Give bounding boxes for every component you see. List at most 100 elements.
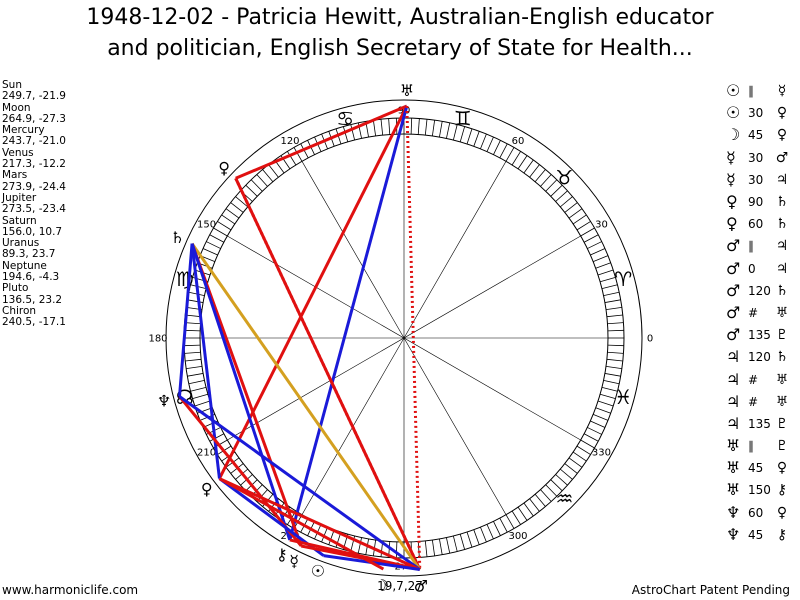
aspect-planet-1-glyph: ☽: [726, 125, 741, 145]
degree-tick: [576, 445, 591, 455]
chart-title-line-2: and politician, English Secretary of Sta…: [107, 36, 693, 61]
degree-tick: [446, 537, 451, 554]
aspect-type: 135: [748, 416, 771, 431]
degree-tick: [206, 241, 221, 249]
degree-label: 60: [512, 136, 525, 147]
degree-tick: [550, 479, 563, 492]
degree-tick: [439, 538, 443, 555]
degree-tick: [424, 119, 428, 136]
aspect-row: ♆ 45 ⚷: [726, 524, 800, 546]
degree-tick: [505, 147, 515, 162]
degree-tick: [452, 124, 458, 141]
degree-tick: [587, 241, 602, 249]
degree-tick: [597, 269, 614, 276]
planet-coords: 217.3, -12.2: [2, 158, 66, 171]
aspect-planet-2-glyph: ♀: [776, 504, 788, 521]
aspect-line: [405, 105, 422, 570]
degree-tick: [480, 526, 487, 543]
aspect-row: ♃ # ♅: [726, 391, 800, 413]
chart-title: 1948-12-02 - Patricia Hewitt, Australian…: [0, 2, 800, 64]
aspect-line: [288, 105, 409, 541]
degree-tick: [545, 179, 558, 192]
aspect-planet-1-glyph: ♅: [726, 436, 741, 456]
degree-tick: [607, 329, 624, 332]
degree-tick: [592, 255, 609, 262]
aspect-type: 45: [748, 461, 764, 476]
planet-name: Chiron: [2, 304, 37, 317]
degree-tick: [540, 489, 552, 502]
degree-tick: [256, 174, 268, 187]
aspect-type: 30: [748, 150, 764, 165]
aspect-type: 60: [748, 217, 764, 232]
planet-glyph: ♄: [170, 228, 184, 247]
planet-glyph: ♀: [218, 158, 230, 177]
aspect-planet-1-glyph: ♆: [726, 502, 741, 522]
degree-tick: [590, 420, 606, 428]
degree-label: 150: [197, 220, 216, 231]
degree-tick: [395, 541, 398, 558]
aspect-planet-2-glyph: ♇: [775, 438, 789, 455]
planet-name: Neptune: [2, 259, 47, 272]
aspect-planet-1-glyph: ♂: [726, 236, 741, 256]
degree-tick: [194, 400, 211, 407]
zodiac-sign-glyph: ♋: [336, 107, 354, 131]
degree-tick: [245, 184, 258, 197]
aspect-planet-2-glyph: ♇: [775, 327, 789, 344]
degree-tick: [590, 248, 606, 256]
aspect-row: ♂ 135 ♇: [726, 324, 800, 346]
degree-tick: [555, 474, 568, 486]
planet-name: Moon: [2, 101, 31, 114]
degree-tick: [583, 433, 599, 442]
degree-tick: [511, 151, 521, 166]
degree-tick: [587, 427, 602, 435]
degree-tick: [595, 407, 611, 414]
zodiac-sign-glyph: ♊: [454, 107, 472, 131]
aspect-planet-2-glyph: ♄: [775, 216, 789, 233]
aspect-row: ♆ 60 ♀: [726, 502, 800, 524]
aspect-type: ∥: [748, 84, 754, 99]
aspect-planet-2-glyph: ♇: [775, 415, 789, 432]
degree-tick: [550, 184, 563, 197]
planet-glyph: ♅: [400, 81, 414, 100]
degree-tick: [473, 529, 480, 545]
degree-tick: [439, 121, 443, 138]
degree-tick: [186, 365, 203, 370]
aspect-planet-1-glyph: ♂: [726, 325, 741, 345]
degree-tick: [466, 531, 473, 548]
degree-tick: [499, 143, 508, 159]
aspect-planet-2-glyph: ♅: [775, 371, 789, 388]
aspect-row: ☿ 30 ♂: [726, 147, 800, 169]
aspect-line: [177, 243, 194, 397]
aspect-planet-1-glyph: ♃: [726, 413, 741, 433]
aspect-row: ♅ 150 ⚷: [726, 479, 800, 501]
degree-tick: [321, 526, 328, 543]
planet-coords: 240.5, -17.1: [2, 316, 66, 329]
planet-glyph: ♂: [414, 576, 428, 595]
degree-tick: [184, 351, 201, 354]
planet-glyph: ☉: [311, 562, 325, 581]
degree-tick: [328, 529, 335, 545]
aspect-row: ♂ 0 ♃: [726, 258, 800, 280]
degree-tick: [534, 494, 546, 507]
aspect-planet-2-glyph: ♀: [776, 460, 788, 477]
aspect-planet-2-glyph: ⚷: [776, 482, 788, 499]
aspect-planet-1-glyph: ☉: [726, 103, 741, 123]
degree-tick: [517, 506, 528, 521]
footer-patent-notice: AstroChart Patent Pending: [631, 583, 790, 597]
degree-tick: [605, 365, 622, 370]
degree-tick: [192, 393, 209, 400]
degree-label: 300: [508, 531, 527, 542]
degree-tick: [417, 541, 420, 558]
degree-tick: [293, 147, 303, 162]
degree-tick: [606, 314, 623, 318]
degree-tick: [572, 451, 587, 462]
planet-glyph: ☿: [289, 551, 299, 570]
aspect-row: ♂ ∥ ♃: [726, 235, 800, 257]
degree-tick: [262, 169, 274, 182]
degree-tick: [431, 539, 436, 556]
degree-tick: [572, 214, 587, 225]
aspect-list: ☉ ∥ ☿ ☉ 30 ♀ ☽ 45 ♀ ☿ 30 ♂ ☿ 30 ♃ ♀ 90 ♄ ♀ 60 ♄ ♂ ∥ ♃ ♂ 0 ♃ ♂ 120 ♄ ♂ #…: [726, 80, 800, 546]
degree-tick: [580, 439, 595, 449]
degree-tick: [417, 118, 420, 135]
zodiac-sign-glyph: ♉: [556, 165, 574, 189]
